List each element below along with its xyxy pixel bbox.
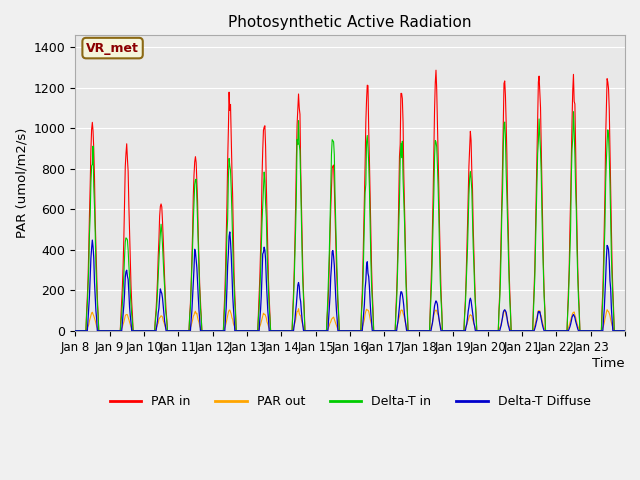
Legend: PAR in, PAR out, Delta-T in, Delta-T Diffuse: PAR in, PAR out, Delta-T in, Delta-T Dif… xyxy=(105,390,595,413)
Title: Photosynthetic Active Radiation: Photosynthetic Active Radiation xyxy=(228,15,472,30)
Text: VR_met: VR_met xyxy=(86,42,139,55)
Y-axis label: PAR (umol/m2/s): PAR (umol/m2/s) xyxy=(15,128,28,238)
X-axis label: Time: Time xyxy=(592,358,625,371)
